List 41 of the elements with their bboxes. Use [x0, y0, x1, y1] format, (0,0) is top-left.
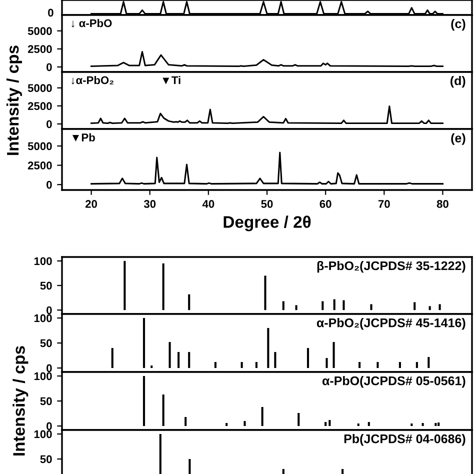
x-tick-label: 60: [320, 200, 332, 208]
y-tick-label: 0: [46, 422, 52, 430]
y-tick-label: 50: [40, 455, 52, 464]
chart-title: (c): [451, 18, 466, 31]
y-tick-label: 0: [46, 63, 52, 72]
annotation: ▼Ti: [162, 76, 180, 84]
x-tick-label: 30: [144, 200, 156, 208]
y-tick-label: 100: [34, 430, 52, 438]
y-tick-label: 100: [34, 257, 52, 266]
y-tick-label: 50: [40, 397, 52, 406]
y-tick-label: 100: [34, 372, 52, 380]
y-tick-label: 100: [34, 314, 52, 322]
y-tick-label: 5000: [28, 142, 52, 150]
annotation: ▼Pb: [72, 133, 95, 142]
x-tick-label: 70: [378, 200, 390, 208]
y-tick-label: 5000: [28, 27, 52, 36]
y-tick-label: 2500: [28, 45, 52, 54]
x-axis-title: Degree / 2θ: [224, 216, 311, 232]
y-tick-label: 0: [46, 364, 52, 372]
y-tick-label: 0: [46, 180, 52, 189]
x-tick-label: 80: [436, 200, 448, 208]
y-tick-label: 0: [46, 306, 52, 314]
chart-title: (d): [450, 76, 466, 88]
y-tick-label: 5000: [28, 84, 52, 92]
chart-title: (e): [451, 133, 466, 145]
y-axis-title: Intensity / cps: [6, 46, 22, 155]
y-tick-label: 50: [40, 339, 52, 348]
chart-title: β-PbO₂(JCPDS# 35-1222): [317, 260, 466, 273]
y-tick-label: 2500: [28, 162, 52, 170]
chart-title: Pb(JCPDS# 04-0686): [344, 434, 466, 446]
x-tick-label: 40: [202, 200, 214, 208]
x-tick-label: 50: [261, 200, 273, 208]
y-axis-title: Intensity / cps: [12, 346, 28, 456]
annotation: ↓ α-PbO: [72, 18, 112, 28]
y-tick-label: 0: [46, 120, 52, 128]
y-tick-label: 2500: [28, 102, 52, 110]
annotation: ↓α-PbO₂: [72, 76, 114, 84]
chart-title: α-PbO(JCPDS# 05-0561): [322, 376, 466, 388]
x-tick-label: 20: [85, 200, 98, 208]
chart-title: α-PbO₂(JCPDS# 45-1416): [316, 318, 466, 330]
y-tick-label: 50: [40, 282, 52, 290]
